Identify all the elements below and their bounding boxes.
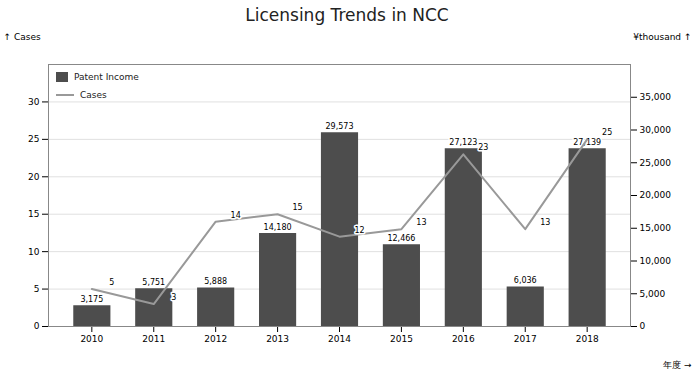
- svg-text:2017: 2017: [514, 334, 537, 344]
- svg-text:2013: 2013: [266, 334, 289, 344]
- svg-text:14: 14: [231, 211, 241, 220]
- svg-text:5,000: 5,000: [640, 289, 666, 299]
- html-text:Cases: Cases: [80, 90, 107, 100]
- svg-text:14,180: 14,180: [264, 223, 292, 232]
- svg-text:3: 3: [171, 293, 176, 302]
- svg-text:15,000: 15,000: [640, 223, 672, 233]
- svg-text:27,139: 27,139: [573, 137, 602, 147]
- svg-text:15: 15: [28, 209, 39, 219]
- svg-text:13: 13: [540, 218, 550, 227]
- svg-text:5: 5: [109, 278, 114, 287]
- svg-text:25: 25: [28, 134, 39, 144]
- svg-text:29,573: 29,573: [326, 122, 354, 131]
- svg-text:10: 10: [28, 247, 40, 257]
- svg-text:0: 0: [640, 321, 646, 331]
- svg-text:2011: 2011: [142, 334, 165, 344]
- svg-text:20: 20: [28, 172, 40, 182]
- svg-text:27,123: 27,123: [449, 138, 477, 147]
- svg-text:12,466: 12,466: [387, 234, 415, 243]
- svg-text:2018: 2018: [576, 334, 599, 344]
- svg-text:12: 12: [354, 226, 364, 235]
- svg-text:30,000: 30,000: [640, 125, 672, 135]
- svg-text:15: 15: [292, 203, 302, 212]
- svg-text:35,000: 35,000: [640, 92, 672, 102]
- svg-text:30: 30: [28, 97, 40, 107]
- html-text:Patent Income: Patent Income: [74, 72, 139, 82]
- svg-text:年度 →: 年度 →: [663, 360, 692, 370]
- svg-text:6,036: 6,036: [514, 276, 537, 285]
- svg-text:3,175: 3,175: [80, 295, 103, 304]
- svg-text:5,888: 5,888: [204, 277, 227, 286]
- svg-text:25,000: 25,000: [640, 158, 672, 168]
- svg-text:2015: 2015: [390, 334, 413, 344]
- svg-text:2010: 2010: [80, 334, 103, 344]
- svg-text:23: 23: [478, 143, 488, 152]
- svg-text:13: 13: [416, 218, 426, 227]
- html-text:Licensing Trends in NCC: Licensing Trends in NCC: [245, 5, 449, 25]
- svg-text:2016: 2016: [452, 334, 475, 344]
- svg-text:5: 5: [34, 284, 40, 294]
- svg-text:10,000: 10,000: [640, 256, 672, 266]
- svg-text:25: 25: [602, 128, 612, 137]
- svg-text:20,000: 20,000: [640, 190, 672, 200]
- svg-text:2012: 2012: [204, 334, 227, 344]
- svg-text:¥thousand ↑: ¥thousand ↑: [633, 32, 691, 42]
- svg-text:2014: 2014: [328, 334, 351, 344]
- svg-text:0: 0: [34, 321, 40, 331]
- svg-text:↑ Cases: ↑ Cases: [4, 32, 41, 42]
- svg-text:5,751: 5,751: [142, 278, 165, 287]
